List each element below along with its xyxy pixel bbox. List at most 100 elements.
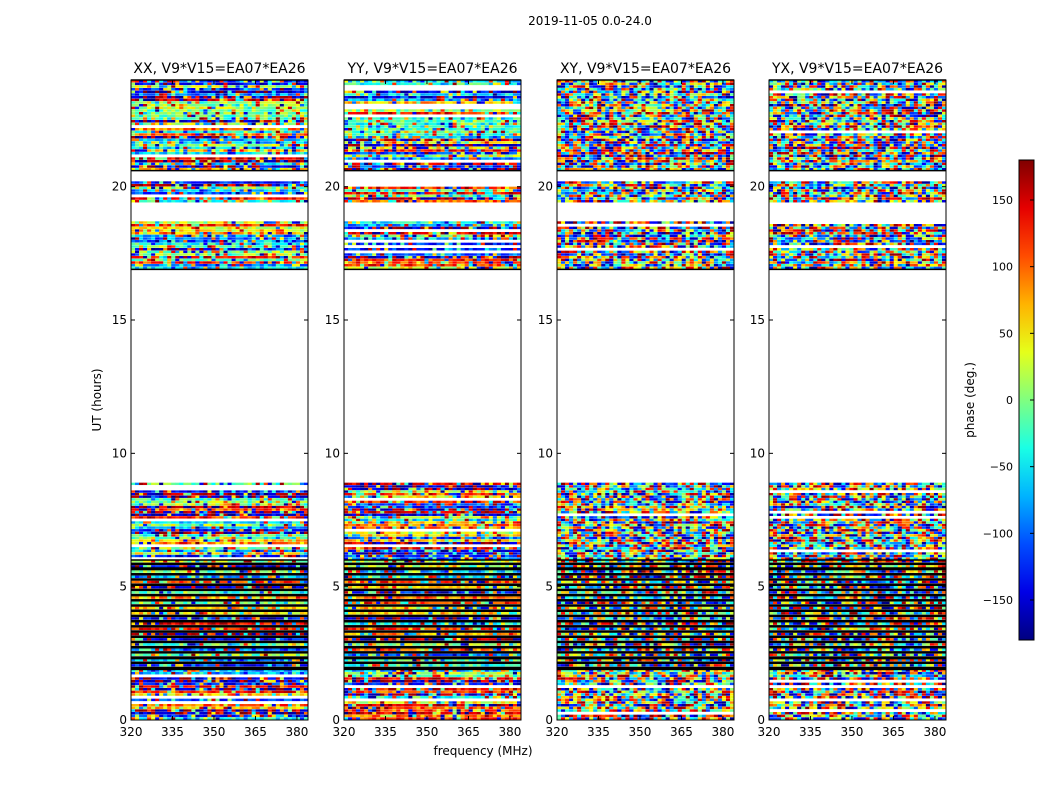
heat-cell — [171, 165, 175, 167]
heat-cell — [187, 83, 191, 85]
heat-cell — [264, 197, 268, 199]
heat-cell — [215, 243, 219, 245]
heat-cell — [256, 93, 260, 95]
heat-cell — [256, 187, 260, 189]
heat-cell — [224, 165, 228, 167]
heat-cell — [240, 259, 244, 261]
heat-cell — [300, 654, 304, 656]
heat-cell — [264, 245, 268, 247]
heat-cell — [232, 490, 236, 492]
heat-cell — [252, 264, 256, 266]
heat-cell — [151, 683, 155, 685]
heat-cell — [131, 552, 135, 554]
heat-cell — [179, 516, 183, 518]
heat-cell — [203, 506, 207, 508]
heat-cell — [232, 251, 236, 253]
heat-cell — [147, 149, 151, 151]
heat-cell — [300, 251, 304, 253]
heat-cell — [167, 511, 171, 513]
heat-cell — [183, 128, 187, 130]
heat-cell — [195, 506, 199, 508]
heat-cell — [171, 547, 175, 549]
heat-cell — [228, 683, 232, 685]
heat-cell — [276, 165, 280, 167]
heat-cell — [131, 181, 135, 183]
heat-cell — [155, 245, 159, 247]
heat-cell — [167, 565, 171, 567]
heat-cell — [264, 227, 268, 229]
heat-cell — [288, 547, 292, 549]
heat-cell — [292, 187, 296, 189]
heat-cell — [236, 717, 240, 719]
heat-cell — [179, 197, 183, 199]
heat-cell — [244, 654, 248, 656]
heat-cell — [195, 189, 199, 191]
heat-cell — [284, 664, 288, 666]
heat-cell — [147, 633, 151, 635]
heat-cell — [207, 628, 211, 630]
heat-cell — [147, 493, 151, 495]
heat-cell — [224, 261, 228, 263]
heat-cell — [167, 516, 171, 518]
heat-cell — [155, 128, 159, 130]
heat-cell — [135, 141, 139, 143]
heat-cell — [147, 542, 151, 544]
heat-cell — [220, 496, 224, 498]
heat-cell — [244, 144, 248, 146]
heat-cell — [224, 99, 228, 101]
heat-cell — [244, 141, 248, 143]
heat-cell — [215, 612, 219, 614]
heat-cell — [292, 514, 296, 516]
heat-cell — [224, 704, 228, 706]
heat-cell — [300, 96, 304, 98]
heat-cell — [232, 237, 236, 239]
heat-cell — [280, 521, 284, 523]
heat-cell — [276, 93, 280, 95]
heat-cell — [284, 607, 288, 609]
heat-cell — [199, 498, 203, 500]
heat-cell — [139, 235, 143, 237]
heat-cell — [151, 88, 155, 90]
heat-cell — [215, 139, 219, 141]
heat-cell — [175, 503, 179, 505]
heat-cell — [228, 717, 232, 719]
heat-cell — [135, 547, 139, 549]
heat-cell — [199, 654, 203, 656]
heat-cell — [179, 511, 183, 513]
heat-cell — [244, 493, 248, 495]
heat-cell — [288, 493, 292, 495]
heat-cell — [232, 524, 236, 526]
heat-cell — [236, 229, 240, 231]
heat-cell — [248, 131, 252, 133]
heat-cell — [248, 96, 252, 98]
heat-cell — [163, 699, 167, 701]
heat-cell — [167, 537, 171, 539]
heat-cell — [228, 537, 232, 539]
heat-cell — [280, 88, 284, 90]
heat-cell — [224, 565, 228, 567]
heat-cell — [187, 576, 191, 578]
heat-cell — [131, 237, 135, 239]
heat-cell — [288, 638, 292, 640]
heat-cell — [199, 101, 203, 103]
heat-cell — [296, 197, 300, 199]
heat-cell — [163, 550, 167, 552]
heat-cell — [131, 227, 135, 229]
heat-cell — [240, 261, 244, 263]
heat-cell — [155, 197, 159, 199]
heat-cell — [224, 539, 228, 541]
heat-cell — [175, 251, 179, 253]
heat-cell — [135, 152, 139, 154]
heat-cell — [187, 555, 191, 557]
heat-cell — [183, 163, 187, 165]
heat-cell — [131, 93, 135, 95]
heat-cell — [272, 232, 276, 234]
heat-cell — [276, 243, 280, 245]
heat-cell — [292, 184, 296, 186]
heat-cell — [175, 229, 179, 231]
heat-cell — [248, 555, 252, 557]
heat-cell — [131, 189, 135, 191]
heat-cell — [191, 235, 195, 237]
heat-cell — [232, 139, 236, 141]
heat-cell — [264, 91, 268, 93]
